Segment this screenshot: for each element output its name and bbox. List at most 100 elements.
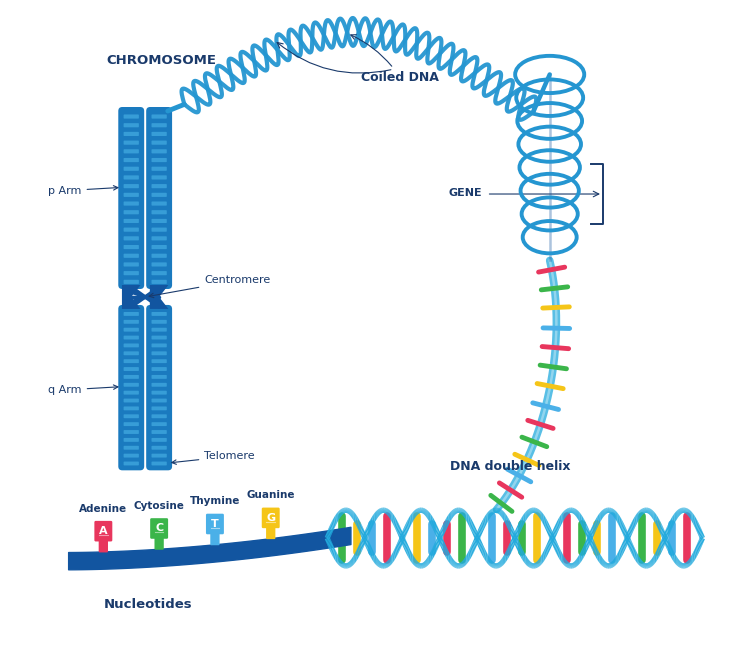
FancyBboxPatch shape [124,360,139,363]
FancyBboxPatch shape [124,123,139,127]
Text: Thymine: Thymine [190,496,240,506]
FancyBboxPatch shape [124,175,139,179]
FancyBboxPatch shape [124,149,139,153]
FancyBboxPatch shape [124,201,139,205]
FancyBboxPatch shape [152,245,167,249]
FancyBboxPatch shape [124,262,139,267]
Text: C: C [155,523,163,533]
FancyBboxPatch shape [124,391,139,395]
FancyBboxPatch shape [152,149,167,153]
FancyBboxPatch shape [150,518,168,539]
FancyBboxPatch shape [152,132,167,136]
FancyBboxPatch shape [152,123,167,127]
Text: Nucleotides: Nucleotides [103,598,192,611]
FancyBboxPatch shape [152,210,167,214]
FancyBboxPatch shape [124,454,139,458]
FancyBboxPatch shape [124,375,139,379]
FancyBboxPatch shape [124,236,139,240]
Text: A: A [99,526,108,536]
Text: Coiled DNA: Coiled DNA [351,35,439,84]
Text: GENE: GENE [449,187,482,197]
FancyBboxPatch shape [152,406,167,410]
FancyBboxPatch shape [124,115,139,119]
FancyBboxPatch shape [152,271,167,275]
FancyBboxPatch shape [124,245,139,249]
FancyBboxPatch shape [118,107,144,289]
FancyBboxPatch shape [152,262,167,267]
Text: q Arm: q Arm [48,385,118,395]
FancyBboxPatch shape [152,336,167,340]
FancyBboxPatch shape [99,537,108,552]
FancyBboxPatch shape [152,279,167,284]
FancyBboxPatch shape [124,312,139,316]
FancyBboxPatch shape [152,175,167,179]
FancyBboxPatch shape [152,438,167,442]
FancyBboxPatch shape [210,530,219,545]
Text: Cytosine: Cytosine [133,501,185,511]
Text: G: G [266,512,275,522]
Text: p Arm: p Arm [48,185,118,195]
FancyBboxPatch shape [152,115,167,119]
Polygon shape [150,285,168,309]
FancyBboxPatch shape [94,521,112,542]
FancyBboxPatch shape [146,305,172,470]
Text: DNA double helix: DNA double helix [449,460,570,473]
Text: Guanine: Guanine [247,490,295,500]
FancyBboxPatch shape [124,367,139,371]
FancyBboxPatch shape [124,227,139,231]
FancyBboxPatch shape [124,352,139,356]
FancyBboxPatch shape [152,141,167,145]
FancyBboxPatch shape [152,219,167,223]
FancyBboxPatch shape [152,446,167,450]
FancyBboxPatch shape [152,253,167,258]
FancyBboxPatch shape [152,422,167,426]
FancyBboxPatch shape [124,167,139,171]
FancyBboxPatch shape [152,184,167,188]
FancyBboxPatch shape [206,514,224,534]
FancyBboxPatch shape [124,344,139,348]
FancyBboxPatch shape [124,383,139,387]
FancyBboxPatch shape [152,344,167,348]
FancyBboxPatch shape [152,430,167,434]
FancyBboxPatch shape [152,327,167,331]
FancyBboxPatch shape [152,367,167,371]
FancyBboxPatch shape [152,414,167,418]
FancyBboxPatch shape [155,534,164,550]
FancyBboxPatch shape [262,508,280,528]
FancyBboxPatch shape [152,375,167,379]
FancyBboxPatch shape [124,414,139,418]
FancyBboxPatch shape [266,524,275,539]
FancyBboxPatch shape [124,141,139,145]
FancyBboxPatch shape [152,312,167,316]
FancyBboxPatch shape [152,360,167,363]
FancyBboxPatch shape [124,210,139,214]
FancyBboxPatch shape [124,184,139,188]
FancyBboxPatch shape [124,132,139,136]
FancyBboxPatch shape [124,462,139,466]
FancyBboxPatch shape [152,383,167,387]
FancyBboxPatch shape [152,236,167,240]
FancyBboxPatch shape [124,399,139,402]
FancyBboxPatch shape [124,253,139,258]
FancyBboxPatch shape [152,227,167,231]
FancyBboxPatch shape [152,167,167,171]
FancyBboxPatch shape [152,320,167,323]
FancyBboxPatch shape [146,107,172,289]
FancyBboxPatch shape [152,462,167,466]
FancyBboxPatch shape [152,158,167,162]
Text: Centromere: Centromere [149,275,271,297]
FancyBboxPatch shape [124,446,139,450]
FancyBboxPatch shape [152,193,167,197]
FancyBboxPatch shape [152,399,167,402]
Polygon shape [122,285,140,309]
FancyBboxPatch shape [124,320,139,323]
FancyBboxPatch shape [124,158,139,162]
FancyBboxPatch shape [118,305,144,470]
Text: Adenine: Adenine [79,504,127,514]
FancyBboxPatch shape [124,406,139,410]
Text: T: T [211,519,219,529]
FancyBboxPatch shape [124,438,139,442]
FancyBboxPatch shape [124,279,139,284]
Text: CHROMOSOME: CHROMOSOME [106,55,216,67]
FancyBboxPatch shape [124,193,139,197]
